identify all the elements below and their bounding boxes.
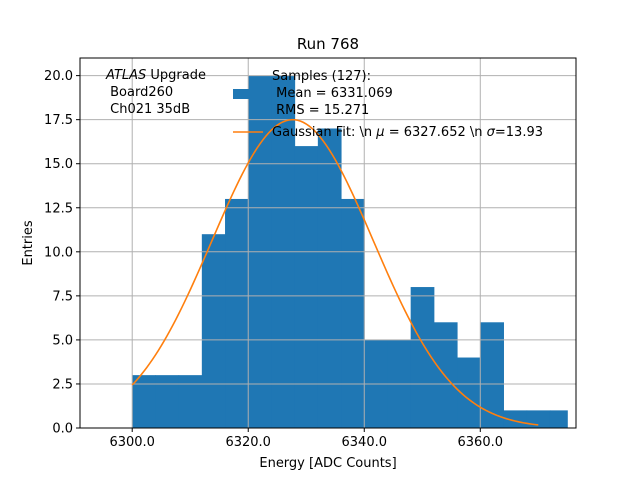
legend: Samples (127): Mean = 6331.069 RMS = 15.… [233, 69, 543, 140]
x-tick-label: 6360.0 [458, 435, 504, 450]
y-tick-label: 10.0 [44, 245, 73, 260]
x-axis-label: Energy [ADC Counts] [259, 456, 396, 471]
legend-fit-mu: μ [375, 125, 384, 140]
x-axis-ticks: 6300.0 6320.0 6340.0 6360.0 [109, 428, 503, 450]
x-tick-label: 6300.0 [109, 435, 155, 450]
histogram-bar [132, 375, 156, 428]
atlas-annotation: ATLAS Upgrade Board260 Ch021 35dB [105, 68, 206, 117]
y-tick-label: 17.5 [44, 113, 73, 128]
histogram-bar [178, 375, 203, 428]
gaussian-fit-curve [131, 118, 539, 426]
legend-samples-line2: Mean = 6331.069 [272, 86, 393, 101]
plot-frame [79, 57, 577, 429]
legend-fit-label: Gaussian Fit: \n μ = 6327.652 \n σ=13.93 [272, 125, 543, 140]
histogram-bar [457, 357, 481, 428]
histogram-bar [410, 287, 435, 428]
legend-samples-patch [233, 89, 263, 99]
y-tick-label: 15.0 [44, 157, 73, 172]
y-axis-label: Entries [21, 220, 36, 266]
y-tick-label: 20.0 [44, 69, 73, 84]
grid-lines [80, 58, 576, 429]
legend-fit-sigma-value: =13.93 [495, 125, 543, 140]
chart-title: Run 768 [297, 35, 359, 53]
histogram-bar [503, 410, 528, 428]
histogram-bar [225, 198, 249, 428]
y-tick-label: 12.5 [44, 201, 73, 216]
annotation-upgrade: Upgrade [146, 68, 206, 83]
annotation-atlas: ATLAS [105, 68, 146, 83]
annotation-board: Board260 [106, 85, 173, 100]
histogram-bar [317, 128, 342, 428]
legend-samples-line3: RMS = 15.271 [272, 103, 369, 118]
histogram-bar [294, 146, 319, 428]
y-tick-label: 7.5 [52, 289, 73, 304]
legend-samples-line1: Samples (127): [272, 69, 371, 84]
histogram-bar [201, 234, 226, 428]
legend-fit-prefix: Gaussian Fit: \n [272, 125, 376, 140]
y-tick-label: 0.0 [52, 422, 73, 437]
histogram-bar [433, 322, 458, 428]
histogram-bar [155, 375, 180, 428]
histogram-bar [341, 198, 365, 428]
x-tick-label: 6320.0 [225, 435, 271, 450]
histogram-bar [549, 410, 568, 428]
y-tick-label: 5.0 [52, 333, 73, 348]
legend-fit-sigma: σ [487, 125, 496, 140]
x-tick-label: 6340.0 [342, 435, 388, 450]
histogram-bar [480, 322, 504, 428]
svg-text:ATLAS Upgrade: ATLAS Upgrade [105, 68, 206, 83]
y-axis-ticks: 0.0 2.5 5.0 7.5 10.0 12.5 15.0 17.5 20.0 [44, 69, 80, 437]
y-tick-label: 2.5 [52, 377, 73, 392]
legend-fit-mu-value: = 6327.652 \n [385, 125, 487, 140]
annotation-channel: Ch021 35dB [106, 102, 190, 117]
histogram-bar [526, 410, 551, 428]
